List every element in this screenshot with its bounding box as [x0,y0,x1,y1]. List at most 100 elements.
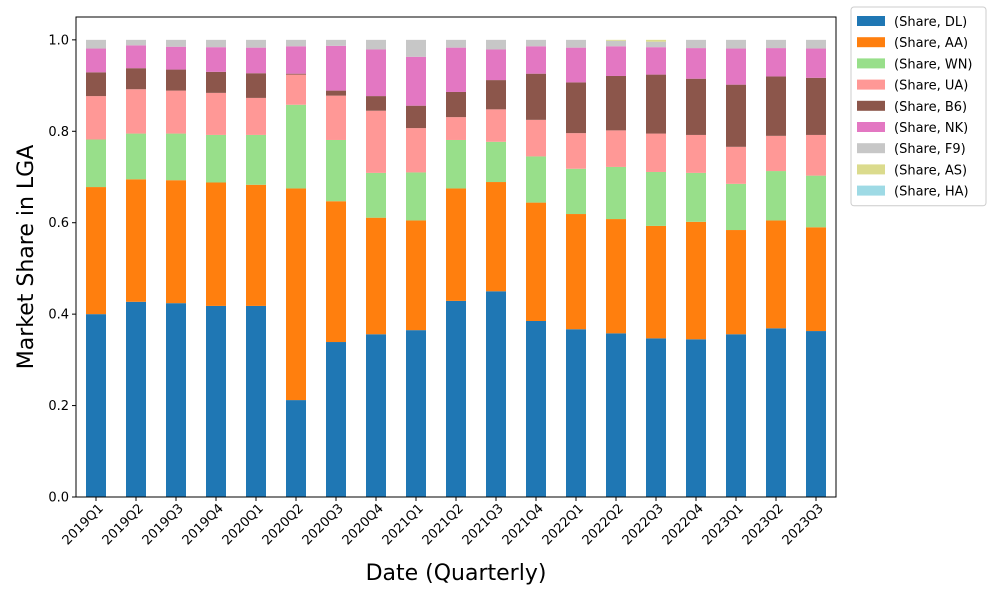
bar-2019Q3-sharef9 [166,39,186,47]
legend-swatch [857,164,885,175]
legend-swatch [857,100,885,111]
bar-2021Q1-shareua [406,128,426,173]
bar-2020Q1-sharef9 [246,39,266,48]
bar-2022Q4-sharedl [686,339,706,497]
bar-2023Q3-sharenk [806,48,826,78]
bar-2021Q3-shareua [486,109,506,142]
bar-2023Q3-sharewn [806,175,826,228]
legend-swatch [857,122,885,132]
x-tick-label: 2022Q2 [580,501,627,548]
x-tick-label: 2022Q1 [540,501,587,548]
bar-2020Q3-sharenk [326,45,346,91]
bar-2021Q4-sharedl [526,321,546,497]
bar-2020Q2-shareaa [286,188,306,401]
bar-2023Q1-sharenk [726,48,746,85]
bar-2022Q1-shareua [566,133,586,169]
bar-2019Q4-shareb6 [206,71,226,93]
bar-2019Q2-shareb6 [126,68,146,90]
x-tick-label: 2023Q2 [740,501,787,548]
bar-2020Q4-shareua [366,110,386,173]
y-tick-label: 0.8 [48,125,69,140]
y-tick-label: 0.2 [48,399,69,414]
x-tick-label: 2021Q3 [460,501,507,548]
legend-swatch [857,16,885,26]
bar-2020Q4-sharef9 [366,39,386,50]
bar-2022Q2-shareua [606,130,626,167]
bar-2022Q2-shareas [606,39,626,41]
bar-2021Q1-shareaa [406,220,426,331]
bar-2020Q4-sharewn [366,172,386,218]
bar-2019Q1-sharedl [86,314,106,497]
bar-2019Q2-sharef9 [126,39,146,46]
legend: (Share, DL) (Share, AA) (Share, WN) (Share,… [850,6,987,207]
bar-2019Q4-sharedl [206,305,226,497]
legend-label: (Share, NK) [894,121,968,136]
bar-2022Q2-sharef9 [606,40,626,47]
bar-2020Q1-sharewn [246,134,266,185]
bar-2022Q3-shareb6 [646,74,666,134]
bar-2019Q4-sharewn [206,134,226,183]
bar-2023Q2-sharewn [766,171,786,221]
bar-2023Q1-shareua [726,146,746,184]
bar-2019Q3-shareua [166,90,186,134]
y-tick-label: 0.4 [48,308,69,323]
legend-label: (Share, F9) [894,142,966,157]
bar-2023Q3-shareaa [806,227,826,332]
bar-2019Q1-shareua [86,96,106,140]
bar-2020Q1-shareua [246,97,266,135]
bar-2022Q3-shareua [646,133,666,172]
bar-2019Q1-shareaa [86,187,106,315]
bar-2019Q3-shareaa [166,180,186,304]
bar-2023Q3-sharedl [806,331,826,497]
legend-label: (Share, AS) [894,163,967,178]
bar-2020Q4-shareb6 [366,96,386,111]
bar-2023Q2-shareaa [766,220,786,329]
bar-2022Q4-shareaa [686,221,706,340]
x-tick-label: 2023Q3 [780,501,827,548]
bar-2022Q2-sharedl [606,333,626,497]
legend-label: (Share, HA) [894,185,969,200]
bar-2021Q3-sharewn [486,141,506,183]
bar-2021Q4-sharenk [526,46,546,74]
legend-label: (Share, AA) [894,36,968,51]
bar-2022Q1-sharenk [566,47,586,83]
bar-2021Q4-shareb6 [526,73,546,120]
x-tick-label: 2020Q2 [260,501,307,548]
bar-2019Q1-sharenk [86,48,106,73]
bar-2020Q1-shareb6 [246,73,266,98]
x-axis-title: Date (Quarterly) [366,561,547,586]
x-tick-label: 2021Q2 [420,501,467,548]
bar-2020Q2-shareua [286,74,306,105]
legend-swatch [857,143,885,154]
x-tick-label: 2022Q4 [660,501,707,548]
bar-2022Q2-sharenk [606,46,626,76]
bar-2023Q3-shareb6 [806,77,826,135]
bar-2023Q1-shareb6 [726,84,746,147]
bar-2023Q1-sharef9 [726,39,746,49]
bar-2019Q1-sharewn [86,139,106,188]
x-tick-label: 2020Q4 [340,501,387,548]
bar-2021Q1-sharedl [406,330,426,497]
bar-2019Q2-sharedl [126,301,146,497]
bar-2021Q4-sharef9 [526,39,546,47]
bar-2020Q1-shareaa [246,184,266,306]
bar-2020Q1-sharedl [246,305,266,497]
bar-2021Q3-shareb6 [486,80,506,110]
bar-2022Q1-sharedl [566,329,586,497]
bar-2021Q1-sharewn [406,172,426,221]
legend-swatch [857,185,885,196]
bar-2022Q4-sharef9 [686,39,706,49]
bar-2022Q4-shareb6 [686,78,706,135]
bar-2020Q2-shareb6 [286,73,306,75]
bar-2019Q4-shareua [206,92,226,135]
bar-2019Q3-sharewn [166,133,186,181]
bar-2021Q2-shareaa [446,188,466,301]
bar-2023Q2-shareb6 [766,76,786,136]
bar-2020Q3-shareaa [326,201,346,343]
bar-2020Q3-shareb6 [326,90,346,96]
legend-label: (Share, WN) [894,57,973,72]
bar-2022Q4-shareua [686,134,706,173]
bar-2022Q3-sharedl [646,338,666,497]
bars-layer [86,39,826,497]
